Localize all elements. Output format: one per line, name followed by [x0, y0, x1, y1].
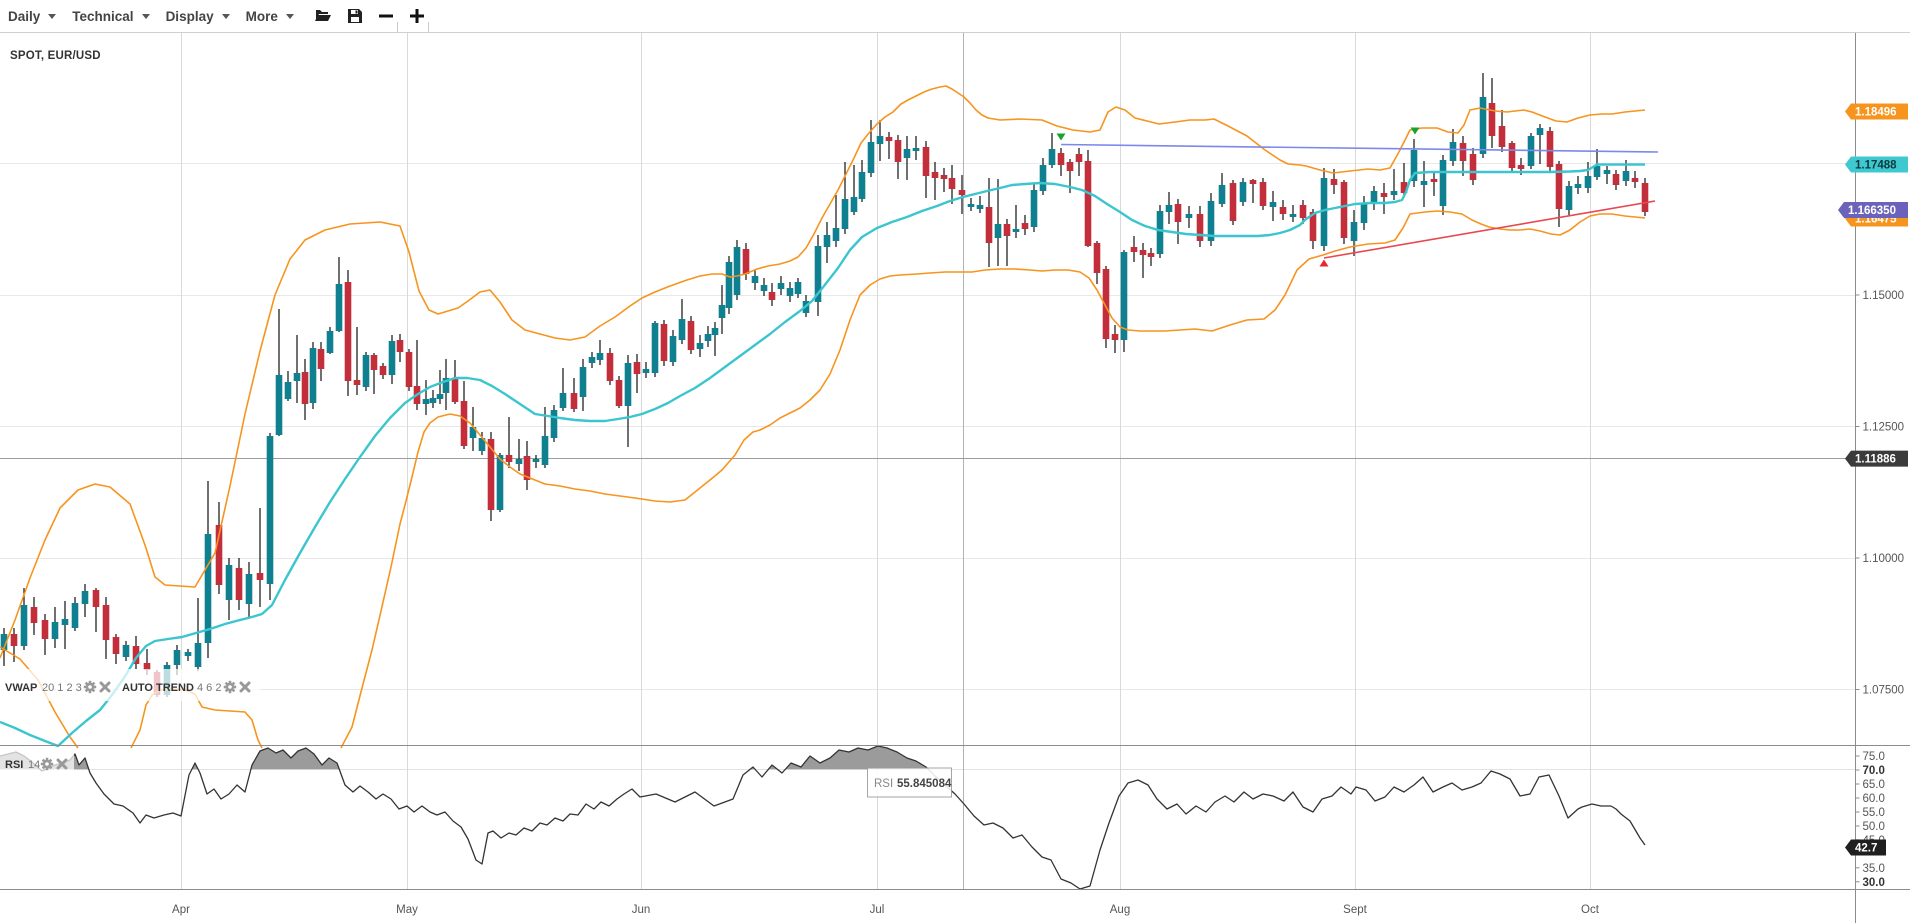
svg-text:30.0: 30.0: [1863, 877, 1885, 889]
svg-text:RSI: RSI: [5, 759, 23, 771]
svg-text:Sept: Sept: [1343, 904, 1367, 916]
svg-text:1.10000: 1.10000: [1863, 553, 1905, 565]
svg-text:May: May: [396, 904, 418, 916]
svg-text:35.0: 35.0: [1863, 863, 1885, 875]
svg-text:1.12500: 1.12500: [1863, 422, 1905, 434]
svg-text:1.17488: 1.17488: [1855, 160, 1897, 172]
svg-text:55.845084: 55.845084: [897, 778, 952, 790]
svg-text:Apr: Apr: [172, 904, 190, 916]
svg-text:Aug: Aug: [1110, 904, 1130, 916]
svg-text:60.0: 60.0: [1863, 793, 1885, 805]
svg-text:70.0: 70.0: [1863, 765, 1885, 777]
svg-text:Jun: Jun: [632, 904, 651, 916]
svg-text:65.0: 65.0: [1863, 779, 1885, 791]
svg-text:1.15000: 1.15000: [1863, 290, 1905, 302]
svg-text:RSI: RSI: [874, 778, 893, 790]
svg-text:75.0: 75.0: [1863, 751, 1885, 763]
svg-text:50.0: 50.0: [1863, 821, 1885, 833]
svg-text:55.0: 55.0: [1863, 807, 1885, 819]
svg-text:4 6 2: 4 6 2: [197, 682, 221, 694]
svg-text:1.11886: 1.11886: [1855, 454, 1896, 466]
svg-text:42.7: 42.7: [1855, 843, 1877, 855]
svg-text:1.166350: 1.166350: [1848, 205, 1896, 217]
svg-text:VWAP: VWAP: [5, 682, 37, 694]
svg-text:Jul: Jul: [870, 904, 885, 916]
svg-text:20 1 2 3: 20 1 2 3: [42, 682, 82, 694]
svg-text:1.18496: 1.18496: [1855, 107, 1897, 119]
svg-text:1.07500: 1.07500: [1863, 685, 1905, 697]
svg-text:14: 14: [28, 759, 40, 771]
svg-text:AUTO TREND: AUTO TREND: [122, 682, 194, 694]
svg-text:Oct: Oct: [1581, 904, 1600, 916]
